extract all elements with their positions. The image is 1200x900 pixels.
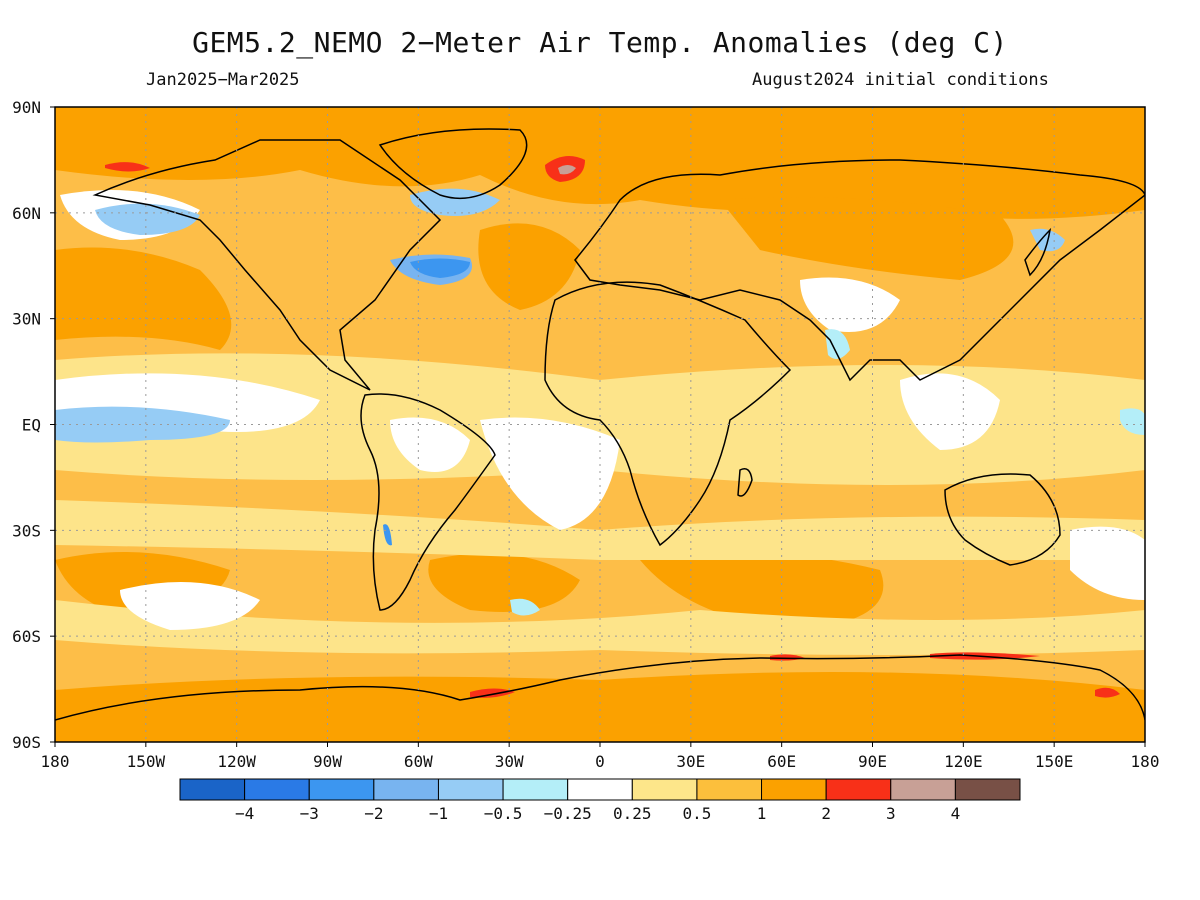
greenland-outline <box>378 128 528 200</box>
lon-label: 30W <box>495 752 524 771</box>
lat-label: 90N <box>12 98 41 117</box>
colorbar-swatch <box>179 778 246 801</box>
hot-ross-sea <box>1095 687 1120 698</box>
lat-label: 60N <box>12 204 41 223</box>
cool-equatorial-pacific <box>55 406 230 443</box>
lat-label: 30N <box>12 310 41 329</box>
warm-north-atlantic <box>478 223 580 310</box>
longitude-labels: 180 150W 120W 90W 60W 30W 0 30E 60E 90E 120E 150E 18… <box>41 752 1160 771</box>
axis-ticks <box>50 106 1146 747</box>
lat-label: EQ <box>22 416 41 435</box>
lon-label: 150W <box>127 752 166 771</box>
africa-outline <box>544 281 792 547</box>
coastlines <box>55 128 1145 721</box>
neutral-amazon <box>390 417 470 472</box>
colorbar-label: 2 <box>821 804 831 823</box>
madagascar-outline <box>737 468 753 497</box>
colorbar-swatch <box>567 778 633 801</box>
lon-label: 60W <box>404 752 433 771</box>
lon-label: 0 <box>595 752 605 771</box>
colorbar-swatch <box>244 778 310 801</box>
colorbar-label: −0.5 <box>484 804 523 823</box>
graticule <box>55 107 1145 742</box>
colorbar-label: −1 <box>429 804 448 823</box>
neutral-maritime <box>900 373 1000 450</box>
warm-south-indian <box>640 552 884 630</box>
hot-weddell <box>470 688 515 698</box>
colorbar-swatch <box>373 778 439 801</box>
colorbar-swatch <box>631 778 698 801</box>
japan-outline <box>1024 227 1052 277</box>
neutral-atlantic-eq <box>480 417 620 530</box>
forecast-period: Jan2025−Mar2025 <box>146 70 300 90</box>
anomaly-field <box>55 107 1145 742</box>
warm-north-pacific <box>55 247 232 350</box>
colorbar-label: 0.5 <box>682 804 711 823</box>
colorbar-label: −4 <box>235 804 254 823</box>
neutral-south-pacific <box>120 582 260 630</box>
lon-label: 150E <box>1035 752 1074 771</box>
lon-label: 120W <box>217 752 256 771</box>
colorbar-swatch <box>696 778 763 801</box>
colorbar-label: −2 <box>364 804 383 823</box>
neutral-tasman <box>1070 526 1145 600</box>
latitude-labels: 90N 60N 30N EQ 30S 60S 90S <box>12 98 41 752</box>
colorbar-swatch <box>761 778 827 801</box>
colorbar-swatch <box>308 778 375 801</box>
initial-conditions: August2024 initial conditions <box>752 70 1049 90</box>
antarctica-outline <box>55 654 1145 721</box>
cool-andes <box>383 524 392 546</box>
hot-beaufort <box>105 162 150 172</box>
colorbar-swatch <box>890 778 956 801</box>
colorbar-swatch <box>502 778 569 801</box>
warm-south-atlantic <box>428 553 580 612</box>
south-america-outline <box>360 393 496 611</box>
colorbar-label: 1 <box>757 804 767 823</box>
north-america-outline <box>92 139 442 391</box>
colorbar-swatch <box>825 778 892 801</box>
cool-south-atlantic <box>510 598 540 616</box>
lon-label: 30E <box>676 752 705 771</box>
cool-india <box>825 329 850 359</box>
colorbar-label: −0.25 <box>544 804 592 823</box>
colorbar-label: 0.25 <box>613 804 652 823</box>
australia-outline <box>944 473 1061 566</box>
colorbar-label: −3 <box>300 804 319 823</box>
mild-southern-ocean <box>55 600 1145 655</box>
lon-label: 180 <box>41 752 70 771</box>
lon-label: 180 <box>1131 752 1160 771</box>
colorbar: −4 −3 −2 −1 −0.5 −0.25 0.25 0.5 1 2 3 4 <box>179 778 1021 823</box>
map-title: GEM5.2_NEMO 2−Meter Air Temp. Anomalies … <box>192 26 1008 59</box>
lon-label: 90W <box>313 752 342 771</box>
colorbar-label: 3 <box>886 804 896 823</box>
colorbar-swatch <box>437 778 504 801</box>
cool-newfoundland-2 <box>410 258 470 278</box>
colorbar-label: 4 <box>951 804 961 823</box>
lon-label: 60E <box>767 752 796 771</box>
warm-siberia <box>720 197 1014 280</box>
eurasia-outline <box>574 159 1145 382</box>
lat-label: 30S <box>12 521 41 540</box>
lon-label: 120E <box>944 752 983 771</box>
hot-greenland-core <box>558 165 576 175</box>
lat-label: 90S <box>12 733 41 752</box>
colorbar-swatch <box>954 778 1021 801</box>
lon-label: 90E <box>858 752 887 771</box>
mild-tropics <box>55 353 1145 485</box>
cool-warm-pool <box>1120 408 1145 435</box>
warm-arctic <box>55 107 1145 219</box>
lat-label: 60S <box>12 627 41 646</box>
